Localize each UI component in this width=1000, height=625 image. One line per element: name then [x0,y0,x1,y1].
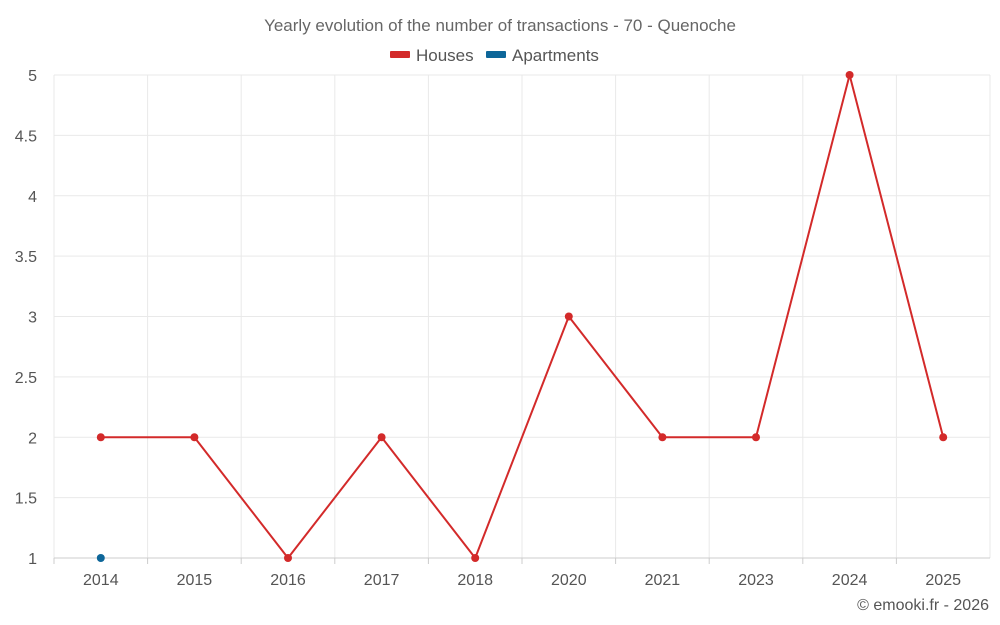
y-tick-label: 2.5 [15,370,37,387]
credit-text: © emooki.fr - 2026 [857,597,989,614]
legend-swatch-houses [390,51,410,58]
x-axis-ticks: 2014 2015 2016 2017 2018 2020 2021 2023 2024 2025 [53,558,961,589]
y-tick-label: 5 [28,68,37,85]
legend-label-houses: Houses [416,46,474,65]
legend-swatch-apartments [486,51,506,58]
y-tick-label: 4.5 [15,128,37,145]
legend-item-apartments[interactable]: Apartments [486,46,599,65]
data-point-houses[interactable] [845,71,854,79]
data-point-houses[interactable] [752,433,760,442]
data-point-apartments[interactable] [96,554,105,562]
series [96,71,948,562]
x-tick-label: 2023 [738,572,774,589]
y-tick-label: 3 [28,310,37,327]
x-tick-label: 2016 [270,572,306,589]
x-tick-label: 2018 [457,572,493,589]
x-tick-label: 2024 [832,572,868,589]
x-tick-label: 2020 [551,572,587,589]
x-tick-label: 2017 [364,572,400,589]
legend-label-apartments: Apartments [512,46,599,65]
series-apartments [96,554,105,562]
data-point-houses[interactable] [658,433,667,442]
x-tick-label: 2014 [83,572,119,589]
y-axis-ticks: 1 1.5 2 2.5 3 3.5 4 4.5 5 [15,68,37,568]
y-tick-label: 3.5 [15,249,37,266]
x-tick-label: 2021 [645,572,681,589]
legend-item-houses[interactable]: Houses [390,46,474,65]
data-point-houses[interactable] [96,433,105,442]
data-point-houses[interactable] [471,554,480,562]
y-tick-label: 1 [28,551,37,568]
series-line-houses [100,74,945,559]
y-tick-label: 1.5 [15,491,37,508]
data-point-houses[interactable] [377,433,386,442]
grid [53,74,991,559]
series-houses [96,71,948,562]
data-point-houses[interactable] [939,433,948,442]
x-tick-label: 2015 [177,572,213,589]
y-tick-label: 4 [28,189,37,206]
legend: Houses Apartments [390,46,599,65]
x-tick-label: 2025 [925,572,961,589]
y-tick-label: 2 [28,430,37,447]
data-point-houses[interactable] [564,312,573,321]
chart-title: Yearly evolution of the number of transa… [264,16,736,35]
data-point-houses[interactable] [190,433,199,442]
data-point-houses[interactable] [284,554,292,562]
